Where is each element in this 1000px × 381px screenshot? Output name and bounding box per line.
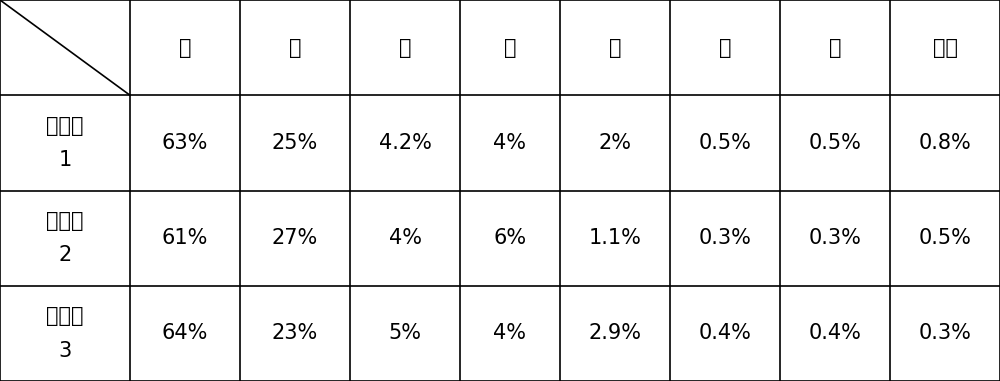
Text: 2%: 2% (598, 133, 632, 153)
Text: 钔: 钔 (179, 38, 191, 58)
Text: 64%: 64% (162, 323, 208, 343)
Text: 5%: 5% (388, 323, 422, 343)
Text: 4.2%: 4.2% (379, 133, 431, 153)
Text: 1: 1 (58, 150, 72, 170)
Text: 3: 3 (58, 341, 72, 360)
Text: 4%: 4% (388, 228, 422, 248)
Text: 0.4%: 0.4% (809, 323, 861, 343)
Text: 61%: 61% (162, 228, 208, 248)
Text: 0.8%: 0.8% (919, 133, 971, 153)
Text: 25%: 25% (272, 133, 318, 153)
Text: 63%: 63% (162, 133, 208, 153)
Text: 4%: 4% (494, 323, 526, 343)
Text: 杂质: 杂质 (933, 38, 958, 58)
Text: 实施例: 实施例 (46, 306, 84, 326)
Text: 23%: 23% (272, 323, 318, 343)
Text: 碳: 碳 (829, 38, 841, 58)
Text: 27%: 27% (272, 228, 318, 248)
Text: 钒: 钒 (399, 38, 411, 58)
Text: 铬: 铬 (289, 38, 301, 58)
Text: 0.5%: 0.5% (809, 133, 861, 153)
Text: 4%: 4% (494, 133, 526, 153)
Text: 0.3%: 0.3% (699, 228, 751, 248)
Text: 1.1%: 1.1% (589, 228, 641, 248)
Text: 0.3%: 0.3% (809, 228, 861, 248)
Text: 实施例: 实施例 (46, 211, 84, 231)
Text: 0.3%: 0.3% (919, 323, 971, 343)
Text: 0.4%: 0.4% (699, 323, 751, 343)
Text: 硅: 硅 (609, 38, 621, 58)
Text: 实施例: 实施例 (46, 116, 84, 136)
Text: 6%: 6% (493, 228, 527, 248)
Text: 2: 2 (58, 245, 72, 265)
Text: 鐵: 鐵 (719, 38, 731, 58)
Text: 2.9%: 2.9% (588, 323, 642, 343)
Text: 0.5%: 0.5% (919, 228, 971, 248)
Text: 0.5%: 0.5% (699, 133, 751, 153)
Text: 錨: 錨 (504, 38, 516, 58)
